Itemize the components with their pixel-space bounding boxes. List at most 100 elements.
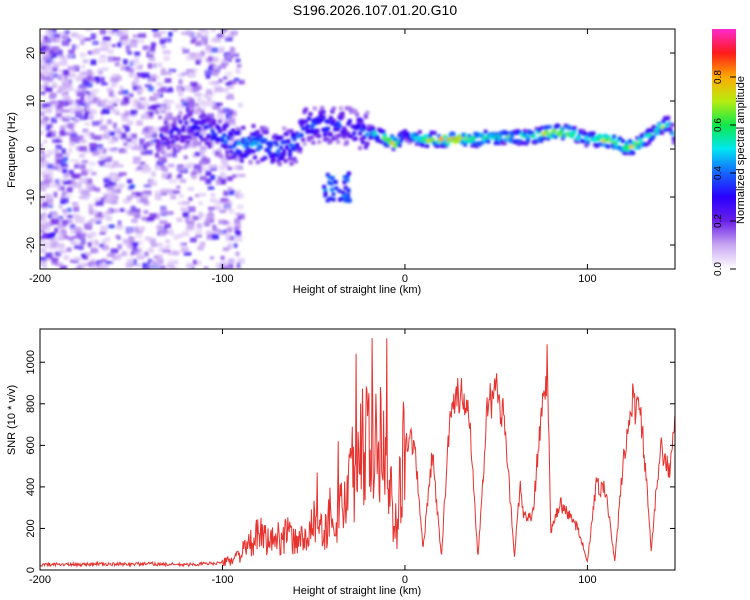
heatmap-cell [94,211,102,218]
heatmap-cell [84,131,92,137]
heatmap-cell [180,167,188,174]
heatmap-cell [109,181,114,187]
heatmap-cell [45,29,51,34]
heatmap-cell [125,44,131,48]
heatmap-cell [143,184,152,188]
heatmap-cell [205,45,212,51]
heatmap-cell [40,107,45,111]
y-tick-label: -20 [25,237,37,253]
heatmap-cell [105,236,111,243]
heatmap-cell [467,134,472,139]
heatmap-cell [152,29,159,32]
heatmap-cell [154,152,160,158]
heatmap-cell [72,108,80,112]
heatmap-cell [301,137,306,142]
heatmap-cell [217,147,222,153]
heatmap-cell [88,204,94,209]
heatmap-cell [169,134,174,139]
heatmap-cell [314,120,319,125]
heatmap-cell [52,101,60,108]
heatmap-cell [164,223,171,229]
heatmap-cell [438,138,443,143]
heatmap-cell [158,227,164,231]
heatmap-cell [214,200,222,205]
heatmap-cell [337,133,342,138]
heatmap-cell [168,86,173,91]
heatmap-cell [285,145,290,150]
heatmap-cell [75,109,84,116]
heatmap-cell [147,178,154,185]
heatmap-cell [136,192,144,197]
heatmap-cell [66,247,72,252]
heatmap-cell [360,127,365,132]
heatmap-cell [121,89,129,95]
heatmap-cell [143,210,149,214]
heatmap-cell [198,134,203,139]
heatmap-cell [62,109,70,113]
heatmap-cell [106,105,114,110]
heatmap-cell [315,116,320,121]
heatmap-cell [192,105,200,111]
heatmap-cell [132,244,138,251]
heatmap-cell [647,140,652,145]
heatmap-cell [172,190,180,194]
heatmap-cell [165,105,171,111]
heatmap-cell [315,128,320,133]
heatmap-cell [72,131,77,136]
heatmap-cell [282,126,287,131]
heatmap-cell [423,134,428,139]
heatmap-cell [51,163,57,168]
heatmap-cell [70,133,78,139]
heatmap-cell [229,122,237,127]
heatmap-cell [128,243,133,250]
heatmap-cell [40,154,46,159]
heatmap-cell [336,121,341,126]
heatmap-cell [41,226,49,231]
heatmap-cell [568,131,573,136]
heatmap-cell [228,189,235,196]
heatmap-cell [539,138,544,143]
heatmap-cell [40,186,47,192]
heatmap-cell [152,63,157,69]
heatmap-cell [198,201,203,206]
heatmap-cell [106,87,111,93]
heatmap-cell [99,263,104,268]
heatmap-cell [101,108,110,114]
x-tick-label: -100 [211,273,233,285]
heatmap-cell [40,74,46,81]
heatmap-cell [318,110,323,115]
heatmap-cell [323,132,328,137]
heatmap-cell [40,197,44,202]
heatmap-cell [473,131,478,136]
heatmap-cell [217,129,222,134]
heatmap-cell [150,74,157,79]
heatmap-cell [48,123,54,129]
heatmap-cell [212,118,217,123]
heatmap-cell [196,97,202,102]
heatmap-cell [350,109,355,114]
heatmap-cell [414,132,419,137]
heatmap-cell [571,132,576,137]
heatmap-cell [160,141,168,147]
heatmap-cell [132,85,138,91]
heatmap-cell [251,137,256,142]
heatmap-cell [154,190,163,197]
heatmap-cell [84,113,89,120]
heatmap-cell [85,168,93,173]
heatmap-cell [216,114,224,118]
heatmap-cell [264,127,269,132]
heatmap-cell [55,152,63,158]
heatmap-cell [46,163,53,170]
heatmap-cell [185,29,192,36]
heatmap-cell [79,164,86,170]
heatmap-cell [112,177,120,182]
heatmap-cell [140,150,146,156]
heatmap-cell [211,47,218,53]
heatmap-cell [168,178,177,184]
heatmap-cell [617,136,622,141]
heatmap-cell [219,154,224,159]
heatmap-cell [156,139,161,144]
heatmap-cell [664,123,669,128]
heatmap-cell [42,51,49,57]
heatmap-cell [106,185,115,192]
